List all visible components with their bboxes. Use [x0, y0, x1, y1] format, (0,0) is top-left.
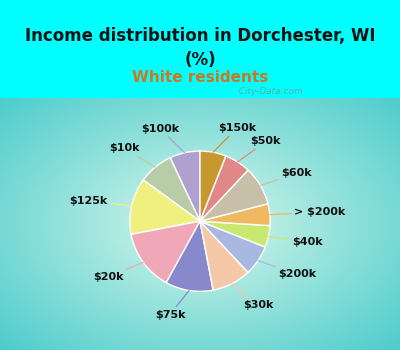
Text: $60k: $60k: [260, 168, 312, 186]
Text: White residents: White residents: [132, 70, 268, 85]
Text: $50k: $50k: [238, 136, 281, 162]
Wedge shape: [200, 151, 226, 221]
Text: $125k: $125k: [70, 196, 132, 206]
Wedge shape: [200, 221, 270, 247]
Wedge shape: [131, 221, 200, 283]
Wedge shape: [170, 151, 200, 221]
Text: $40k: $40k: [268, 237, 323, 247]
Text: City-Data.com: City-Data.com: [233, 88, 303, 97]
Text: $20k: $20k: [93, 262, 143, 282]
Text: > $200k: > $200k: [270, 207, 345, 217]
Wedge shape: [200, 204, 270, 226]
Text: $150k: $150k: [213, 123, 256, 152]
Text: $30k: $30k: [232, 284, 273, 310]
Wedge shape: [200, 221, 248, 290]
Wedge shape: [166, 221, 213, 291]
Wedge shape: [200, 170, 268, 221]
Text: $10k: $10k: [109, 144, 155, 167]
Text: $200k: $200k: [258, 261, 316, 279]
Wedge shape: [200, 221, 265, 272]
Text: $75k: $75k: [155, 290, 189, 320]
Text: $100k: $100k: [141, 124, 185, 153]
Text: Income distribution in Dorchester, WI
(%): Income distribution in Dorchester, WI (%…: [25, 27, 375, 69]
Wedge shape: [143, 158, 200, 221]
Wedge shape: [200, 156, 248, 221]
Wedge shape: [130, 180, 200, 234]
